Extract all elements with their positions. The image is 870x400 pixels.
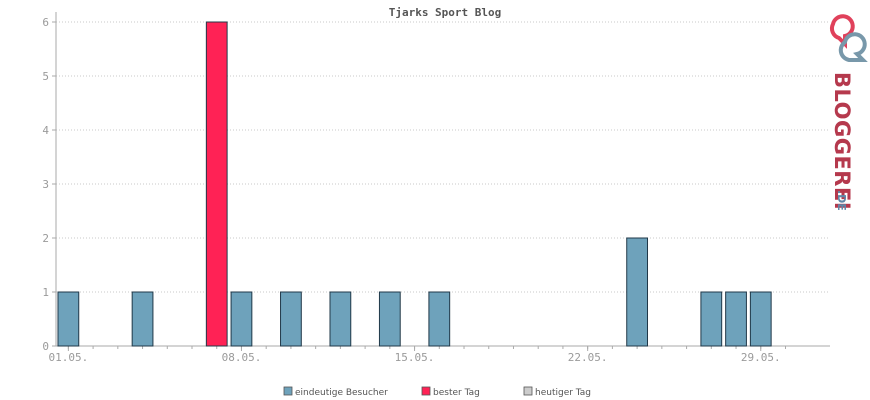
grid-lines — [56, 21, 830, 293]
x-tick-label: 29.05. — [741, 351, 781, 364]
legend-label: bester Tag — [433, 388, 480, 398]
x-tick-label: 22.05. — [568, 351, 608, 364]
x-tick-label: 08.05. — [222, 351, 262, 364]
y-tick-labels: 0 1 2 3 4 5 6 — [42, 16, 49, 353]
bar — [725, 291, 747, 347]
x-tick-label: 15.05. — [395, 351, 435, 364]
bar — [57, 291, 80, 347]
legend-swatch — [523, 386, 533, 396]
legend-label: eindeutige Besucher — [295, 388, 388, 398]
bar — [131, 291, 154, 347]
y-tick-label: 3 — [42, 178, 49, 191]
bar — [700, 291, 723, 347]
bar — [378, 291, 401, 347]
speech-bubbles-icon — [829, 14, 868, 62]
y-tick-label: 5 — [42, 70, 49, 83]
legend-swatch — [421, 386, 431, 396]
brand-name: BLOGGEREI — [830, 72, 854, 210]
legend: eindeutige Besucher bester Tag heutiger Ta… — [283, 386, 591, 398]
bar — [230, 291, 253, 347]
legend-swatch — [283, 386, 293, 396]
y-tick-label: 4 — [42, 124, 49, 137]
brand-suffix: .DE — [835, 190, 848, 211]
y-tick-label: 6 — [42, 16, 49, 29]
y-tick-label: 2 — [42, 232, 49, 245]
legend-label: heutiger Tag — [535, 388, 591, 398]
x-tick-labels: 01.05. 08.05. 15.05. 22.05. 29.05. — [48, 351, 780, 364]
bloggerei-logo[interactable]: BLOGGEREI .DE — [829, 14, 868, 211]
bar — [329, 291, 352, 347]
bar — [428, 291, 451, 347]
bar — [749, 291, 772, 347]
x-tick-label: 01.05. — [48, 351, 88, 364]
chart-title: Tjarks Sport Blog — [389, 6, 502, 19]
y-tick-label: 0 — [42, 340, 49, 353]
bar — [626, 237, 649, 347]
bar — [205, 21, 228, 347]
y-tick-label: 1 — [42, 286, 49, 299]
bars — [57, 21, 772, 347]
bar — [280, 291, 302, 347]
